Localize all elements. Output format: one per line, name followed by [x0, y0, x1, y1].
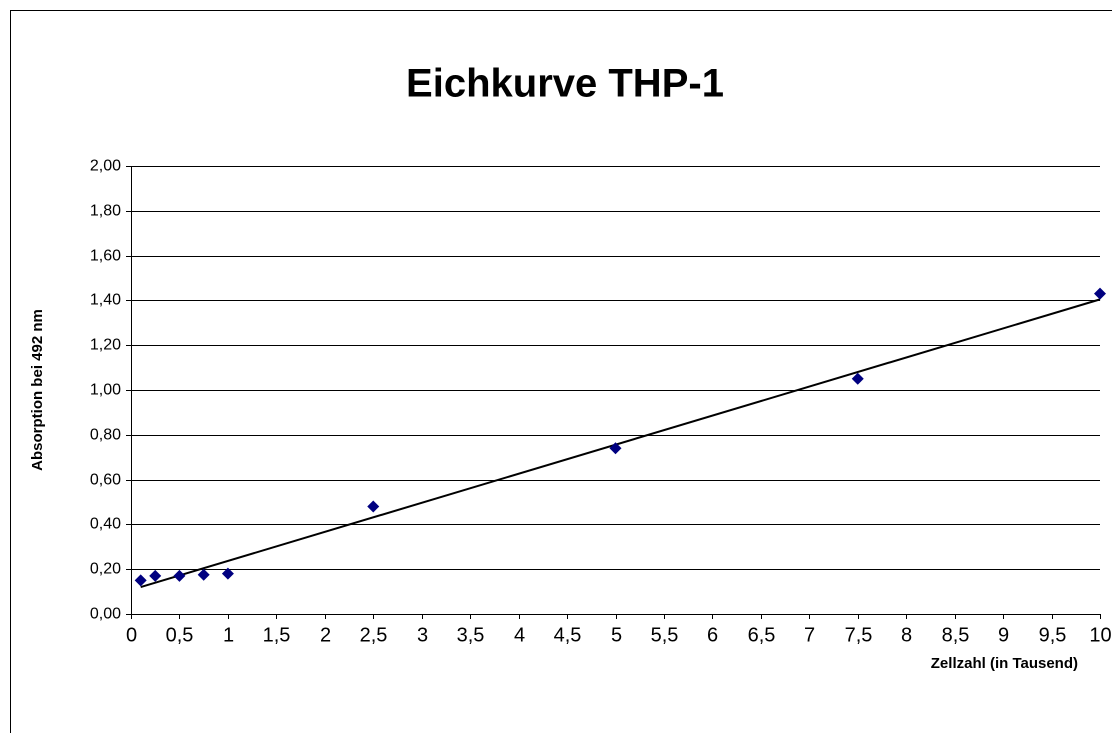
chart-title: Eichkurve THP-1 — [406, 62, 724, 106]
y-tick-label: 1,40 — [90, 292, 121, 309]
x-tick-label: 2 — [320, 624, 331, 646]
y-tick-label: 1,80 — [90, 203, 121, 220]
x-tick-label: 3,5 — [457, 624, 485, 646]
y-tick-label: 1,00 — [90, 382, 121, 399]
x-axis-title: Zellzahl (in Tausend) — [931, 655, 1078, 672]
y-tick-label: 2,00 — [90, 158, 121, 175]
x-tick-label: 0,5 — [166, 624, 194, 646]
data-point — [367, 500, 380, 513]
y-tick-label: 0,60 — [90, 472, 121, 489]
x-tick-label: 6,5 — [748, 624, 776, 646]
x-tick-label: 8 — [901, 624, 912, 646]
data-point — [149, 569, 162, 582]
y-tick-label: 0,00 — [90, 606, 121, 623]
x-tick-label: 7 — [804, 624, 815, 646]
x-tick-label: 8,5 — [942, 624, 970, 646]
y-axis-title: Absorption bei 492 nm — [29, 309, 46, 471]
x-tick-label: 10 — [1089, 624, 1111, 646]
y-tick-label: 0,80 — [90, 427, 121, 444]
data-point — [851, 372, 864, 385]
x-tick-label: 3 — [417, 624, 428, 646]
y-tick-label: 0,20 — [90, 561, 121, 578]
x-tick-label: 7,5 — [845, 624, 873, 646]
data-point — [197, 568, 210, 581]
x-tick-label: 1 — [223, 624, 234, 646]
x-tick-label: 0 — [126, 624, 137, 646]
x-tick-label: 4 — [514, 624, 525, 646]
y-tick-label: 1,60 — [90, 248, 121, 265]
x-tick-label: 9,5 — [1039, 624, 1067, 646]
x-tick-label: 5,5 — [651, 624, 679, 646]
data-point — [1094, 287, 1106, 300]
x-tick-label: 1,5 — [263, 624, 291, 646]
data-point — [609, 442, 622, 455]
data-point — [134, 574, 147, 587]
y-tick-label: 1,20 — [90, 337, 121, 354]
data-point — [173, 569, 186, 582]
x-tick-label: 5 — [611, 624, 622, 646]
x-tick-label: 4,5 — [554, 624, 582, 646]
data-point — [221, 567, 234, 580]
y-tick-label: 0,40 — [90, 516, 121, 533]
x-tick-label: 6 — [707, 624, 718, 646]
x-tick-label: 9 — [998, 624, 1009, 646]
trendline — [140, 298, 1101, 589]
x-tick-label: 2,5 — [360, 624, 388, 646]
